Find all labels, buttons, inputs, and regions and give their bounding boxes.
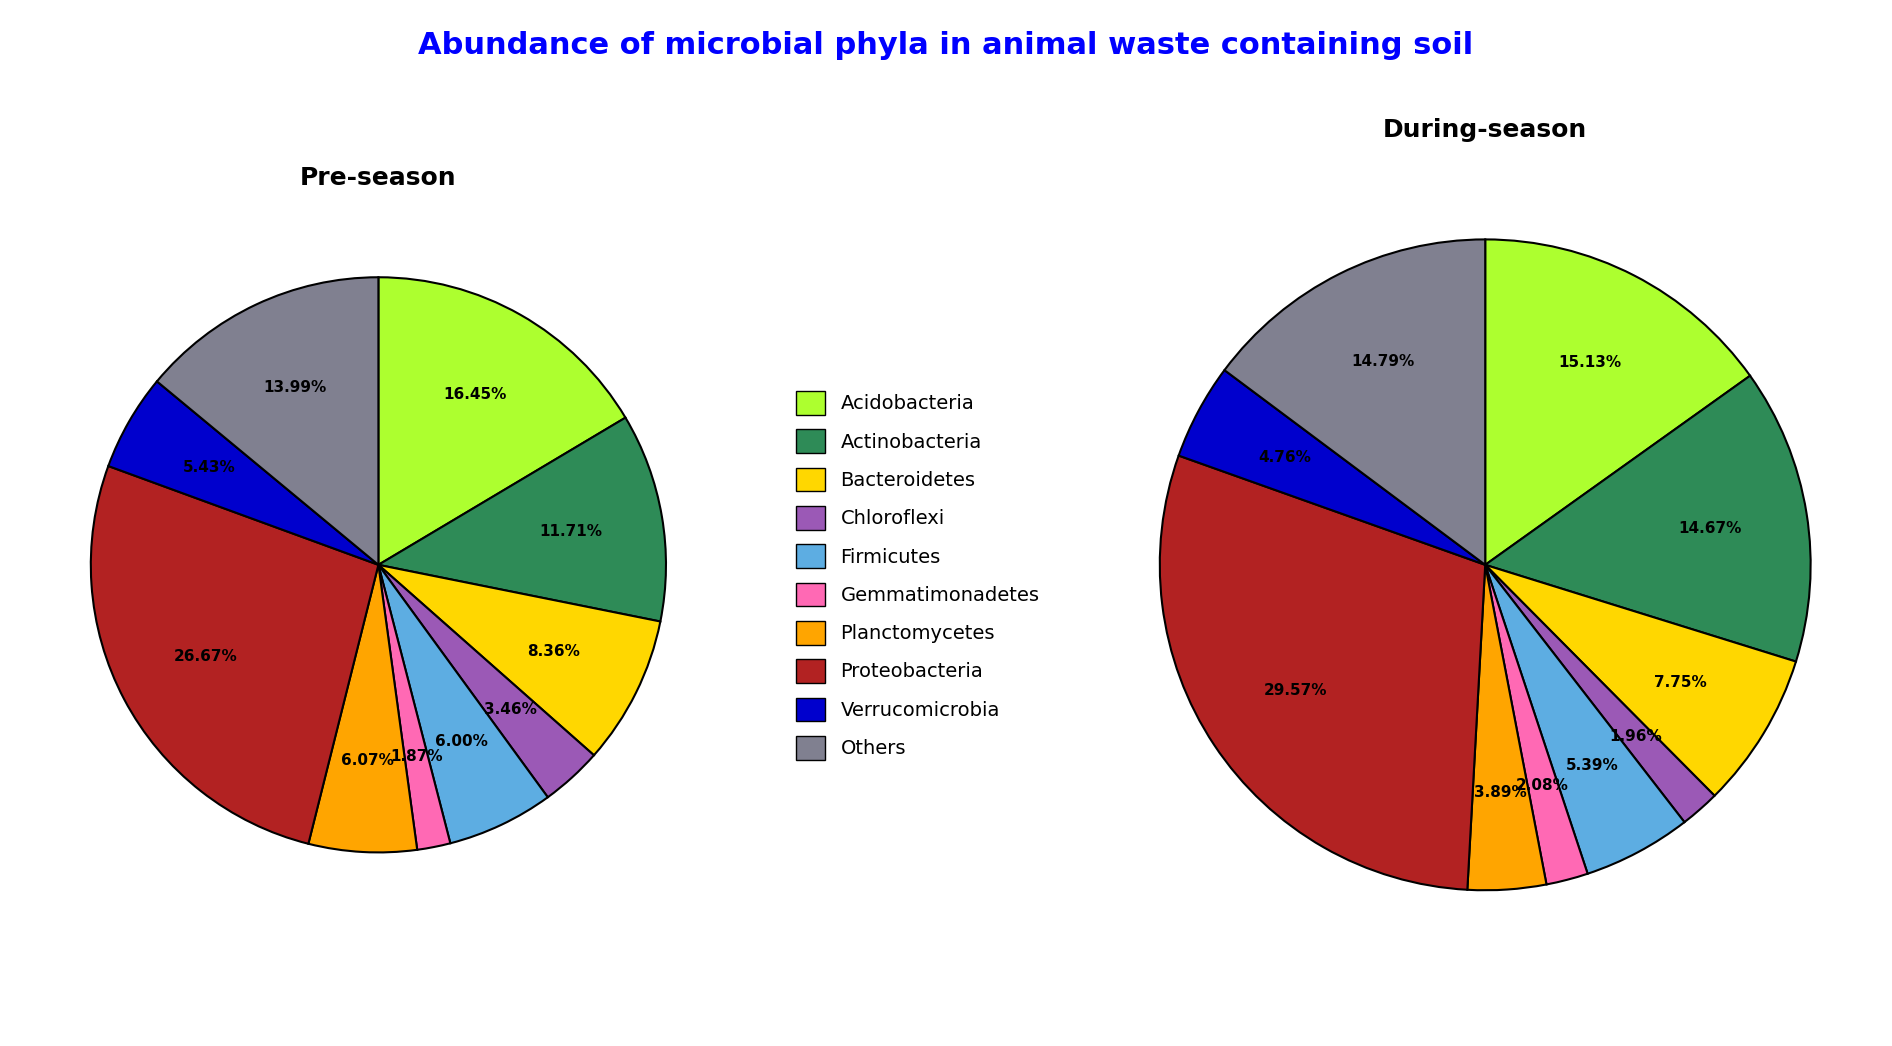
Text: 1.96%: 1.96% xyxy=(1608,728,1661,744)
Title: Pre-season: Pre-season xyxy=(301,165,456,189)
Wedge shape xyxy=(108,382,378,565)
Wedge shape xyxy=(378,417,666,621)
Text: 1.87%: 1.87% xyxy=(390,749,443,765)
Text: 11.71%: 11.71% xyxy=(539,524,604,540)
Text: 29.57%: 29.57% xyxy=(1264,683,1328,699)
Wedge shape xyxy=(378,565,660,755)
Text: 6.00%: 6.00% xyxy=(435,734,488,749)
Text: 15.13%: 15.13% xyxy=(1557,355,1621,370)
Wedge shape xyxy=(378,565,594,797)
Text: 14.67%: 14.67% xyxy=(1678,521,1743,537)
Text: 5.43%: 5.43% xyxy=(182,460,235,475)
Wedge shape xyxy=(1179,370,1485,565)
Text: Abundance of microbial phyla in animal waste containing soil: Abundance of microbial phyla in animal w… xyxy=(418,31,1474,61)
Text: 16.45%: 16.45% xyxy=(443,387,507,403)
Wedge shape xyxy=(1468,565,1546,890)
Wedge shape xyxy=(1485,565,1684,873)
Wedge shape xyxy=(157,277,378,565)
Wedge shape xyxy=(1485,240,1750,565)
Wedge shape xyxy=(1485,376,1811,661)
Wedge shape xyxy=(1485,565,1714,822)
Title: During-season: During-season xyxy=(1383,118,1587,142)
Text: 3.89%: 3.89% xyxy=(1474,784,1527,799)
Wedge shape xyxy=(1485,565,1587,885)
Wedge shape xyxy=(1485,565,1796,796)
Text: 3.46%: 3.46% xyxy=(484,702,537,717)
Wedge shape xyxy=(1160,456,1485,890)
Text: 8.36%: 8.36% xyxy=(528,644,581,659)
Text: 4.76%: 4.76% xyxy=(1258,450,1311,464)
Text: 6.07%: 6.07% xyxy=(341,753,394,768)
Wedge shape xyxy=(378,565,450,849)
Wedge shape xyxy=(378,565,549,843)
Wedge shape xyxy=(91,467,378,844)
Legend: Acidobacteria, Actinobacteria, Bacteroidetes, Chloroflexi, Firmicutes, Gemmatimo: Acidobacteria, Actinobacteria, Bacteroid… xyxy=(787,383,1048,768)
Text: 5.39%: 5.39% xyxy=(1567,758,1620,773)
Text: 7.75%: 7.75% xyxy=(1654,676,1707,690)
Text: 13.99%: 13.99% xyxy=(263,381,327,395)
Wedge shape xyxy=(378,277,626,565)
Text: 2.08%: 2.08% xyxy=(1515,778,1568,793)
Text: 14.79%: 14.79% xyxy=(1351,354,1415,368)
Text: 26.67%: 26.67% xyxy=(174,649,238,664)
Wedge shape xyxy=(308,565,418,852)
Wedge shape xyxy=(1224,240,1485,565)
